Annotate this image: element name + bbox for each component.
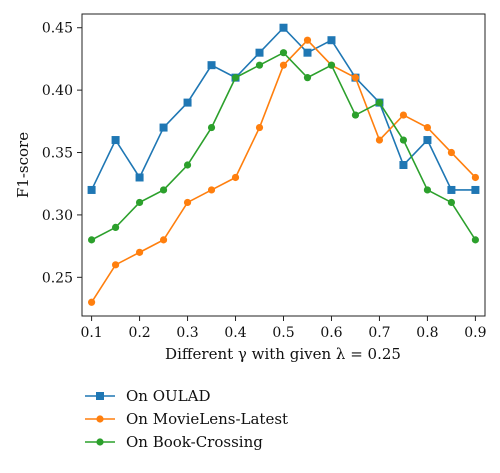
data-point <box>447 185 456 194</box>
data-point <box>255 61 264 69</box>
data-point <box>159 123 168 132</box>
x-tick-label: 0.6 <box>320 325 342 341</box>
x-tick-label: 0.7 <box>368 325 390 341</box>
legend-label: On OULAD <box>126 387 211 405</box>
legend-marker <box>96 392 104 400</box>
data-point <box>303 48 312 57</box>
series-line <box>91 51 477 241</box>
plot-frame <box>81 13 486 317</box>
data-point <box>207 186 216 194</box>
data-point <box>471 185 480 194</box>
data-point <box>87 185 96 194</box>
data-point <box>279 49 288 57</box>
x-tick-label: 0.3 <box>176 325 198 341</box>
legend-item: On MovieLens-Latest <box>85 410 288 428</box>
x-tick-label: 0.2 <box>128 325 150 341</box>
x-axis-title: Different γ with given λ = 0.25 <box>165 345 401 363</box>
y-tick-label: 0.35 <box>42 146 73 162</box>
legend-label: On MovieLens-Latest <box>126 410 288 428</box>
y-tick-label: 0.25 <box>42 270 73 286</box>
data-point <box>471 173 480 182</box>
x-axis: 0.1 0.2 0.3 0.4 0.5 0.6 0.7 0.8 0.9 <box>80 316 487 341</box>
x-tick-label: 0.9 <box>464 325 486 341</box>
data-point <box>111 261 120 269</box>
series-2 <box>87 36 480 306</box>
data-point <box>135 248 144 256</box>
data-point <box>327 61 336 69</box>
data-point <box>207 61 216 70</box>
data-point <box>135 173 144 182</box>
data-point <box>351 74 360 82</box>
data-point <box>279 23 288 32</box>
data-point <box>111 223 120 231</box>
y-axis-title: F1-score <box>14 132 32 198</box>
x-tick-label: 0.5 <box>272 325 294 341</box>
y-tick-label: 0.45 <box>42 21 73 37</box>
legend-marker <box>96 415 104 423</box>
data-point <box>231 74 240 82</box>
data-point <box>423 186 432 194</box>
data-point <box>255 48 264 57</box>
series-3 <box>87 49 480 244</box>
data-point <box>159 236 168 244</box>
x-tick-label: 0.1 <box>80 325 102 341</box>
data-point <box>87 236 96 244</box>
data-point <box>207 123 216 132</box>
legend: On OULAD On MovieLens-Latest On Book-Cross… <box>85 387 288 451</box>
data-point <box>375 136 384 144</box>
data-point <box>423 136 432 145</box>
data-point <box>399 136 408 144</box>
data-point <box>303 74 312 82</box>
data-point <box>327 36 336 45</box>
data-point <box>447 198 456 207</box>
data-point <box>87 298 96 306</box>
legend-label: On Book-Crossing <box>126 433 263 451</box>
data-point <box>183 98 192 107</box>
y-tick-label: 0.40 <box>42 83 73 99</box>
data-point <box>399 161 408 169</box>
data-point <box>183 161 192 169</box>
legend-marker <box>96 438 104 446</box>
data-point <box>423 123 432 132</box>
data-point <box>471 236 480 244</box>
series-layer <box>87 23 480 306</box>
legend-item: On Book-Crossing <box>85 433 263 451</box>
data-point <box>135 198 144 207</box>
x-tick-label: 0.4 <box>224 325 246 341</box>
data-point <box>351 111 360 119</box>
data-point <box>159 186 168 194</box>
data-point <box>447 148 456 157</box>
data-point <box>375 99 384 107</box>
data-point <box>183 198 192 207</box>
data-point <box>231 173 240 182</box>
y-tick-label: 0.30 <box>42 208 73 224</box>
data-point <box>255 123 264 132</box>
data-point <box>279 61 288 69</box>
data-point <box>399 111 408 119</box>
x-tick-label: 0.8 <box>416 325 438 341</box>
y-axis: 0.25 0.30 0.35 0.40 0.45 <box>42 21 82 286</box>
legend-item: On OULAD <box>85 387 211 405</box>
data-point <box>303 36 312 44</box>
data-point <box>111 136 120 145</box>
